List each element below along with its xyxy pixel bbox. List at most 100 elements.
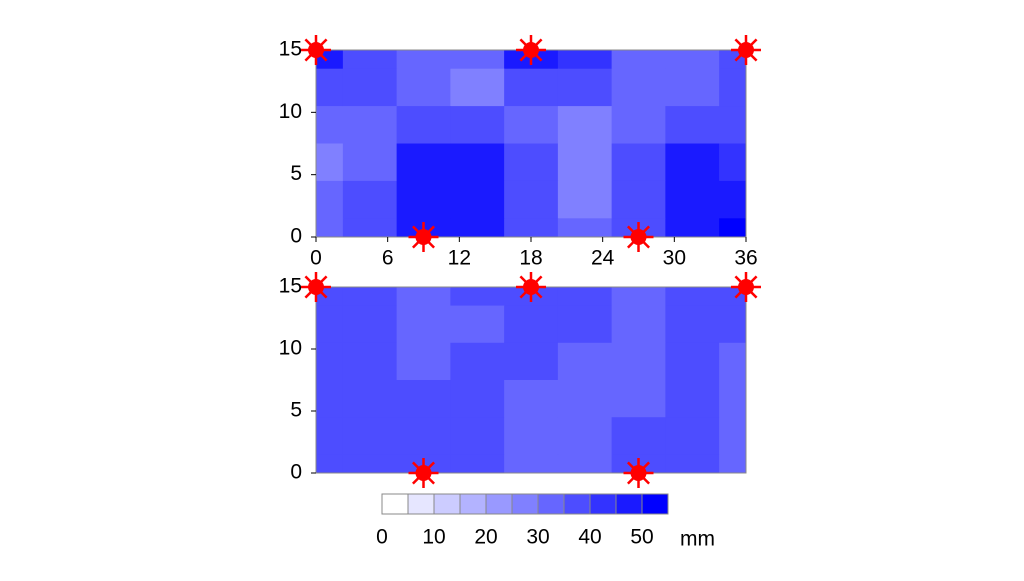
contour-cell [504,342,559,381]
contour-cell [504,218,559,237]
contour-cell [342,143,398,182]
x-tick-label: 18 [519,247,542,270]
contour-cell [396,68,451,107]
contour-cell [665,180,720,219]
contour-cell [719,342,746,381]
colorbar-tick-label: 0 [376,526,388,549]
colorbar-cell [537,493,565,515]
sensor-marker [408,222,439,252]
x-tick-label: 36 [734,247,757,270]
contour-cell [504,417,559,455]
marker-dot [415,465,432,481]
contour-cell [504,143,559,182]
contour-cell [342,180,398,219]
contour-cell [342,417,398,455]
contour-cell [342,287,398,307]
contour-cell [450,143,505,182]
x-tick-label: 24 [591,247,615,270]
contour-cell [557,50,613,70]
x-tick-label: 0 [310,247,322,270]
contour-cell [316,305,344,344]
contour-cell [316,106,344,144]
contour-cell [557,143,613,182]
x-tick-label: 30 [663,247,686,270]
sensor-marker [301,272,331,302]
contour-cell [665,342,720,381]
contour-cell [450,50,505,70]
contour-cell [665,143,720,182]
colorbar-tick-label: 30 [526,526,549,549]
contour-cell [342,454,398,473]
x-tick-label: 12 [448,247,471,270]
colorbar-tick-label: 50 [630,526,653,549]
contour-cell [665,454,720,473]
contour-cell [665,305,720,344]
contour-cell [450,380,505,418]
contour-cell [719,180,746,219]
y-tick-label: 15 [279,38,302,61]
contour-cell [504,106,559,144]
colorbar-cell [433,493,461,515]
colorbar-cell [407,493,435,515]
y-tick-label: 0 [290,225,302,248]
contour-cell [665,380,720,418]
colorbar-cell [459,493,487,515]
marker-dot [738,279,754,295]
sensor-marker [408,458,439,488]
y-tick-label: 0 [290,461,302,484]
contour-cell [719,380,746,418]
contour-cell [719,218,746,237]
contour-cell [342,106,398,144]
marker-dot [738,42,754,58]
sensor-marker [731,35,761,65]
contour-cell [396,342,451,381]
colorbar-unit: mm [680,528,715,551]
contour-cell [611,106,666,144]
colorbar-cell [563,493,591,515]
marker-dot [630,465,647,481]
contour-cell [611,50,666,70]
marker-dot [523,42,539,58]
contour-cell [719,68,746,107]
contour-cell [557,305,613,344]
sensor-marker [516,35,546,65]
contour-cell [665,68,720,107]
contour-cell [665,50,720,70]
contour-cell [450,106,505,144]
colorbar-tick-label: 40 [578,526,601,549]
contour-cell [557,417,613,455]
colorbar-cell [641,493,669,515]
contour-cell [450,68,505,107]
contour-cell [611,380,666,418]
marker-dot [308,42,324,58]
contour-cell [611,287,666,307]
contour-cell [342,218,398,237]
contour-cell [450,454,505,473]
contour-cell [342,50,398,70]
contour-cell [719,305,746,344]
colorbar-tick-label: 20 [474,526,497,549]
contour-field [316,50,746,237]
contour-cell [450,305,505,344]
y-tick-label: 15 [279,275,302,298]
contour-cell [342,380,398,418]
sensor-marker [623,222,654,252]
sensor-marker [623,458,654,488]
sensor-marker [516,272,546,302]
contour-cell [316,68,344,107]
contour-cell [316,50,344,70]
y-tick-label: 10 [279,100,302,123]
contour-cell [450,342,505,381]
colorbar-cell [615,493,643,515]
contour-cell [665,218,720,237]
contour-cell [396,143,451,182]
colorbar-cell [381,493,409,515]
y-tick-label: 5 [290,162,302,185]
contour-cell [396,380,451,418]
contour-cell [719,287,746,307]
contour-cell [719,143,746,182]
contour-cell [316,417,344,455]
contour-cell [557,106,613,144]
contour-cell [396,417,451,455]
